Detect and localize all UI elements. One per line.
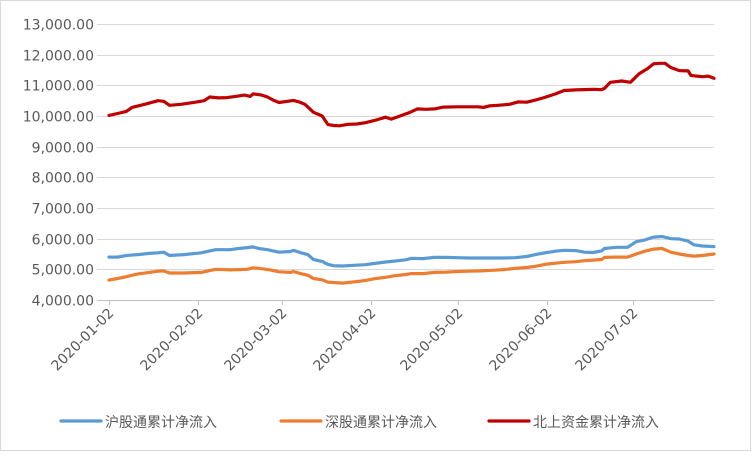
y-tick-label: 13,000.00 (23, 18, 94, 34)
y-tick-label: 12,000.00 (23, 49, 94, 65)
x-tick-label: 2020-05-02 (397, 306, 466, 375)
y-tick-label: 6,000.00 (32, 233, 94, 249)
x-axis: 2020-01-02 2020-02-02 2020-03-02 2020-04-02… (48, 300, 714, 374)
y-tick-label: 11,000.00 (23, 79, 94, 95)
series-lines (107, 61, 716, 285)
y-tick-label: 9,000.00 (32, 141, 94, 157)
x-tick-label: 2020-07-02 (572, 306, 641, 375)
legend-label-3: 北上资金累计净流入 (533, 415, 659, 431)
x-tick-label: 2020-01-02 (48, 306, 117, 375)
x-tick-label: 2020-04-02 (310, 306, 379, 375)
x-tick-label: 2020-06-02 (486, 306, 555, 375)
y-tick-label: 7,000.00 (32, 202, 94, 218)
series-line-3 (107, 61, 716, 128)
y-tick-label: 10,000.00 (23, 110, 94, 126)
x-tick-label: 2020-03-02 (221, 306, 290, 375)
y-tick-label: 8,000.00 (32, 171, 94, 187)
x-tick-label: 2020-02-02 (137, 306, 206, 375)
series-line-1 (107, 234, 716, 268)
legend-label-2: 深股通累计净流入 (325, 415, 437, 431)
legend-label-1: 沪股通累计净流入 (105, 415, 217, 431)
y-tick-label: 5,000.00 (32, 263, 94, 279)
y-tick-label: 4,000.00 (32, 294, 94, 310)
gridlines (97, 24, 714, 270)
y-axis: 4,000.00 5,000.00 6,000.00 7,000.00 8,000.00… (23, 18, 94, 310)
legend: 沪股通累计净流入 深股通累计净流入 北上资金累计净流入 (59, 415, 659, 431)
series-line-2 (107, 246, 716, 285)
